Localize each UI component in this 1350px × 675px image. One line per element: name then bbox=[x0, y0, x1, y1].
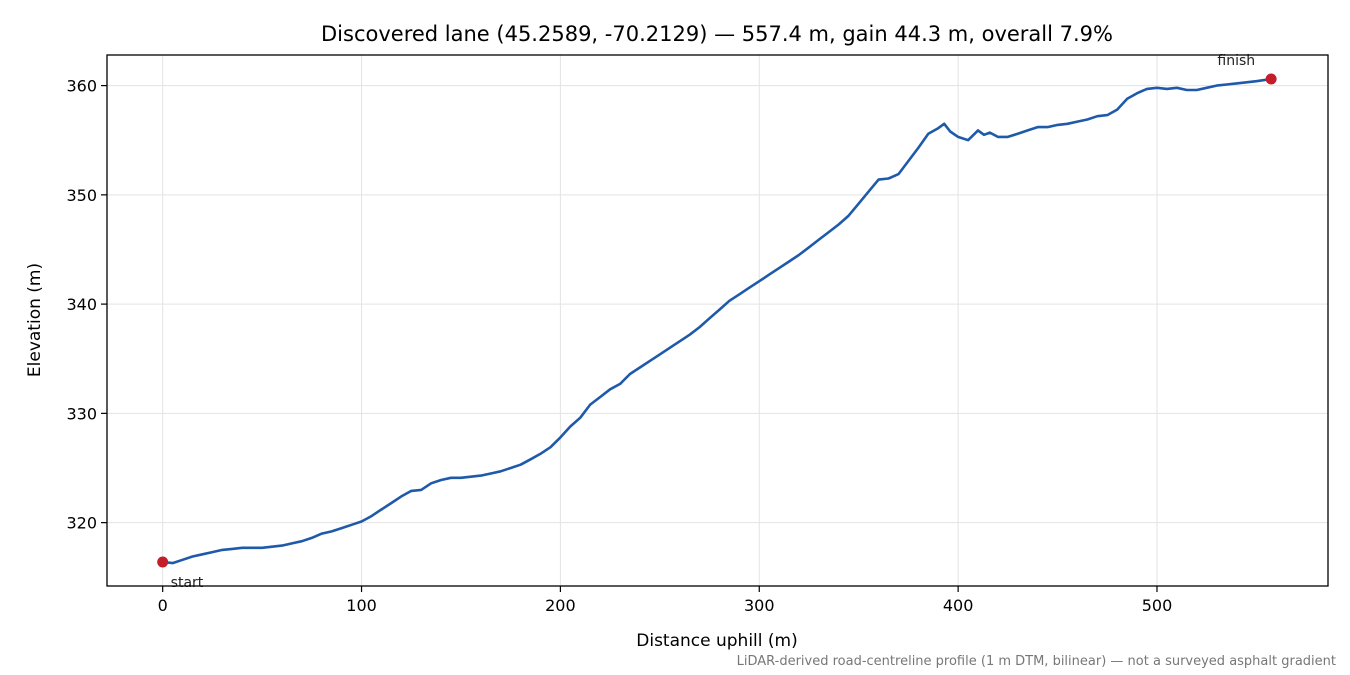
y-tick-label: 330 bbox=[66, 404, 97, 423]
elevation-line bbox=[161, 77, 1273, 565]
x-tick-label: 100 bbox=[346, 596, 377, 615]
footnote: LiDAR-derived road-centreline profile (1… bbox=[737, 654, 1336, 669]
x-axis-label: Distance uphill (m) bbox=[636, 631, 797, 651]
y-tick-label: 360 bbox=[66, 77, 97, 96]
y-tick-label: 340 bbox=[66, 295, 97, 314]
y-axis-label: Elevation (m) bbox=[25, 263, 45, 377]
x-tick-label: 0 bbox=[158, 596, 168, 615]
start-marker bbox=[157, 556, 169, 568]
chart-title: Discovered lane (45.2589, -70.2129) — 55… bbox=[321, 22, 1113, 46]
x-tick-label: 500 bbox=[1142, 596, 1173, 615]
finish-label: finish bbox=[1217, 53, 1255, 69]
marker-layer: start finish bbox=[157, 53, 1277, 591]
y-tick-label: 320 bbox=[66, 514, 97, 533]
y-tick-label: 350 bbox=[66, 186, 97, 205]
grid bbox=[107, 55, 1328, 586]
finish-marker bbox=[1265, 73, 1277, 85]
x-tick-label: 300 bbox=[744, 596, 775, 615]
x-tick-label: 200 bbox=[545, 596, 576, 615]
x-tick-label: 400 bbox=[943, 596, 974, 615]
start-label: start bbox=[171, 575, 204, 591]
tick-layer: 0 100 200 300 400 500 320 330 340 350 360 bbox=[66, 77, 1172, 615]
plot-frame bbox=[106, 54, 1329, 587]
series-layer bbox=[161, 77, 1273, 565]
